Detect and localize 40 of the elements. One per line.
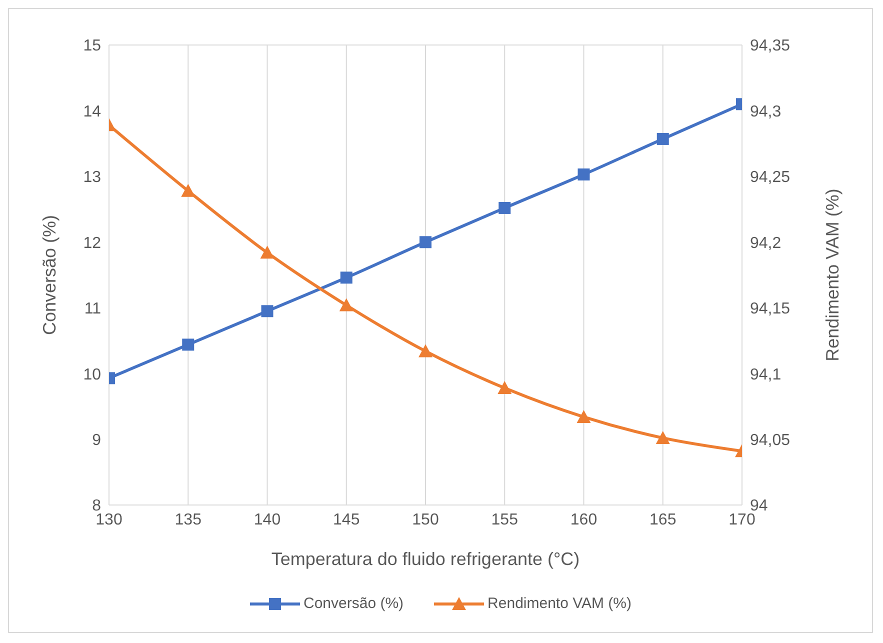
y-tick-label: 12 — [83, 234, 102, 252]
y2-tick-label: 94,1 — [750, 366, 782, 384]
point — [182, 338, 194, 351]
point — [339, 298, 354, 312]
y2-tick-label: 94,35 — [750, 38, 790, 55]
x-tick-label: 135 — [174, 511, 202, 528]
x-tick-label: 165 — [650, 511, 676, 528]
y2-tick-label: 94,05 — [750, 432, 790, 449]
x-tick-label: 155 — [491, 511, 518, 528]
point — [181, 184, 196, 197]
point — [420, 236, 432, 248]
point — [656, 132, 669, 145]
x-tick-label: 140 — [254, 511, 281, 528]
y-tick-label: 11 — [84, 300, 102, 318]
y-tick-label: 14 — [83, 103, 102, 120]
y-axis-title: Conversão (%) — [39, 214, 60, 336]
y2-tick-label: 94,3 — [750, 103, 782, 120]
point — [261, 305, 274, 318]
point — [656, 430, 670, 444]
point — [578, 168, 590, 180]
x-axis-title: Temperatura do fluido refrigerante (°C) — [271, 549, 580, 569]
y-tick-label: 15 — [83, 38, 102, 55]
y2-tick-label: 94,15 — [750, 300, 790, 318]
y2-axis-title: Rendimento VAM (%) — [822, 188, 842, 362]
point — [498, 381, 512, 394]
point — [576, 410, 591, 423]
legend-label: Conversão (%) — [302, 595, 404, 612]
x-tick-label: 160 — [570, 511, 598, 528]
x-tick-label: 145 — [333, 511, 360, 528]
legend-label: Rendimento VAM (%) — [486, 595, 632, 612]
y-tick-label: 10 — [83, 366, 102, 384]
y-tick-label: 9 — [92, 432, 102, 449]
point — [340, 272, 352, 284]
point — [260, 246, 274, 259]
x-tick-label: 150 — [412, 511, 439, 528]
y2-tick-label: 94,25 — [750, 169, 790, 186]
point — [498, 202, 511, 214]
y2-tick-label: 94,2 — [750, 234, 782, 252]
point — [418, 344, 432, 358]
y-tick-label: 13 — [83, 169, 102, 186]
